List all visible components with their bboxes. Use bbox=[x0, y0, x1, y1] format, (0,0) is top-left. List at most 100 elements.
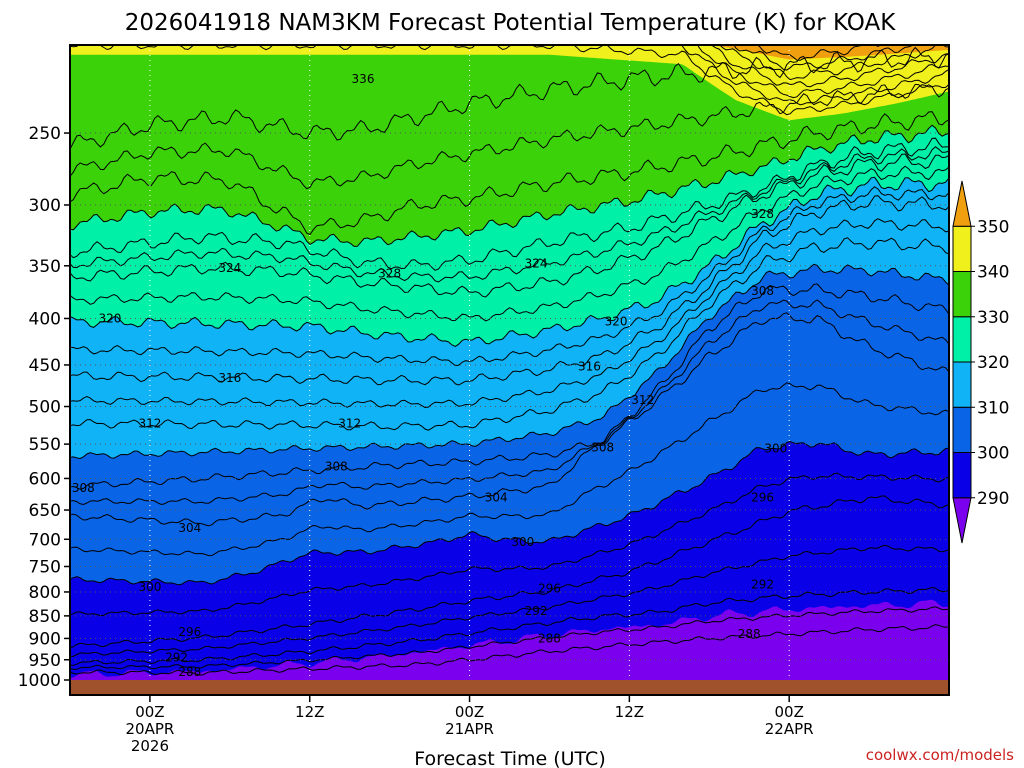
contour-346 bbox=[711, 45, 949, 88]
contour-342 bbox=[640, 45, 949, 106]
contour-label: 316 bbox=[218, 371, 241, 385]
fill-band-340 bbox=[70, 45, 949, 121]
contour-300 bbox=[70, 440, 949, 586]
contour-328 bbox=[70, 137, 949, 271]
contour-label: 312 bbox=[138, 417, 161, 431]
x-tick-label: 21APR bbox=[445, 720, 494, 738]
contour-label: 296 bbox=[178, 625, 201, 639]
contour-326 bbox=[70, 146, 949, 283]
x-tick-label: 00Z bbox=[774, 703, 803, 721]
colorbar-label: 300 bbox=[977, 444, 1009, 464]
ground-strip bbox=[70, 680, 949, 695]
contour-label: 320 bbox=[99, 311, 122, 325]
fill-band-350 bbox=[70, 45, 949, 60]
contour-292 bbox=[70, 586, 949, 666]
contour-320 bbox=[70, 176, 949, 347]
x-tick-label: 2026 bbox=[131, 737, 169, 755]
contour-350 bbox=[733, 45, 914, 71]
y-tick-label: 550 bbox=[29, 435, 61, 455]
y-tick-label: 750 bbox=[29, 557, 61, 577]
colorbar-legend: 290 300 310 320 330 340 350 bbox=[952, 180, 1009, 544]
theta-color-fill bbox=[70, 45, 949, 680]
x-tick-label: 22APR bbox=[765, 720, 814, 738]
contour-label: 292 bbox=[525, 604, 548, 618]
contour-label: 312 bbox=[631, 393, 654, 407]
y-tick-label: 800 bbox=[29, 583, 61, 603]
contour-334 bbox=[70, 83, 949, 190]
contour-label: 316 bbox=[578, 360, 601, 374]
contour-label: 308 bbox=[72, 481, 95, 495]
y-tick-label: 300 bbox=[29, 196, 61, 216]
colorbar-swatch bbox=[952, 271, 972, 318]
grid-lines bbox=[70, 45, 949, 680]
contour-label: 292 bbox=[165, 651, 188, 665]
contour-316 bbox=[70, 195, 949, 386]
chart-title: 2026041918 NAM3KM Forecast Potential Tem… bbox=[125, 10, 897, 36]
colorbar-label: 290 bbox=[977, 489, 1009, 509]
contour-344 bbox=[697, 45, 949, 99]
contour-330 bbox=[70, 124, 949, 247]
y-tick-label: 600 bbox=[29, 469, 61, 489]
colorbar-swatch bbox=[952, 316, 972, 363]
contour-352 bbox=[756, 45, 882, 61]
contour-label: 328 bbox=[378, 267, 401, 281]
contour-label: 324 bbox=[525, 257, 548, 271]
colorbar-swatch bbox=[952, 452, 972, 499]
colorbar-label: 330 bbox=[977, 308, 1009, 328]
plot-frame bbox=[69, 44, 950, 696]
x-tick-label: 00Z bbox=[135, 703, 164, 721]
y-tick-label: 250 bbox=[29, 124, 61, 144]
colorbar-label: 340 bbox=[977, 263, 1009, 283]
y-tick-label: 400 bbox=[29, 309, 61, 329]
contour-label: 304 bbox=[178, 521, 201, 535]
x-axis-label: Forecast Time (UTC) bbox=[414, 748, 605, 768]
contour-318 bbox=[70, 186, 949, 367]
contour-322 bbox=[70, 165, 949, 322]
contour-332 bbox=[70, 111, 949, 236]
contour-324 bbox=[70, 153, 949, 298]
contour-label: 300 bbox=[138, 580, 161, 594]
contour-310 bbox=[70, 263, 949, 460]
contour-label: 308 bbox=[325, 459, 348, 473]
contour-label: 308 bbox=[591, 441, 614, 455]
colorbar-swatch bbox=[952, 180, 972, 227]
colorbar-swatch bbox=[952, 406, 972, 453]
y-tick-label: 700 bbox=[29, 530, 61, 550]
contour-label: 288 bbox=[178, 665, 201, 679]
contour-label: 308 bbox=[751, 284, 774, 298]
x-tick-label: 12Z bbox=[295, 703, 324, 721]
contour-label: 296 bbox=[751, 491, 774, 505]
colorbar-swatch bbox=[952, 225, 972, 272]
contour-306 bbox=[70, 299, 949, 506]
contour-298 bbox=[70, 472, 949, 617]
contour-label: 320 bbox=[605, 314, 628, 328]
contour-label: 336 bbox=[352, 72, 375, 86]
y-tick-label: 650 bbox=[29, 501, 61, 521]
contour-312 bbox=[70, 237, 949, 431]
contour-290 bbox=[70, 606, 949, 671]
contour-304 bbox=[70, 312, 949, 527]
x-tick-label: 12Z bbox=[615, 703, 644, 721]
contour-label: 300 bbox=[764, 441, 787, 455]
y-tick-label: 900 bbox=[29, 629, 61, 649]
y-tick-label: 450 bbox=[29, 356, 61, 376]
y-tick-label: 350 bbox=[29, 257, 61, 277]
colorbar-label: 320 bbox=[977, 353, 1009, 373]
contour-label: 296 bbox=[538, 581, 561, 595]
contour-label: 288 bbox=[738, 627, 761, 641]
x-tick-label: 00Z bbox=[455, 703, 484, 721]
contour-288 bbox=[70, 624, 949, 676]
contour-label: 328 bbox=[751, 207, 774, 221]
y-tick-label: 1000 bbox=[18, 671, 61, 691]
contour-label: 312 bbox=[338, 417, 361, 431]
contour-296 bbox=[70, 495, 949, 649]
contour-314 bbox=[70, 218, 949, 409]
colorbar-swatch bbox=[952, 361, 972, 408]
contour-label: 292 bbox=[751, 577, 774, 591]
contour-label: 324 bbox=[218, 261, 241, 275]
y-tick-label: 850 bbox=[29, 607, 61, 627]
colorbar-label: 350 bbox=[977, 217, 1009, 237]
contour-348 bbox=[719, 45, 949, 81]
